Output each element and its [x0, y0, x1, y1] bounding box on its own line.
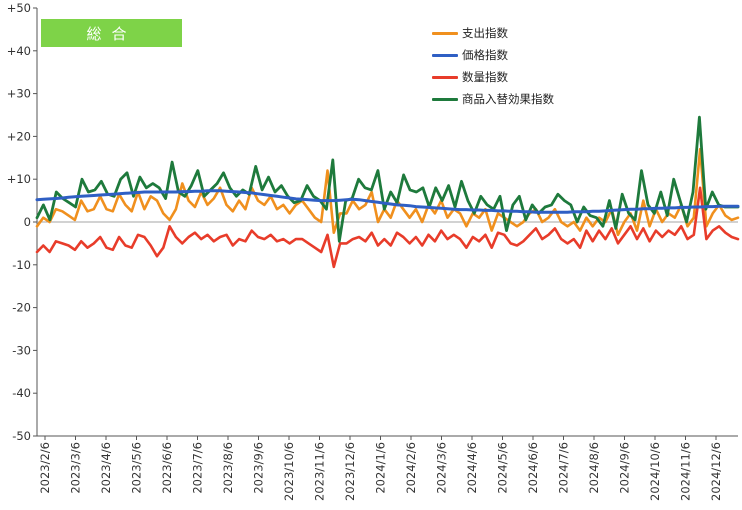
y-tick-label: 0: [24, 215, 31, 229]
series-layer: [35, 115, 740, 269]
y-tick-label: +30: [7, 87, 31, 101]
y-tick-label: +40: [7, 44, 31, 58]
legend-label: 商品入替効果指数: [462, 92, 554, 106]
legend-label: 支出指数: [462, 26, 508, 40]
x-tick-label: 2024/7/6: [557, 442, 571, 494]
y-tick-label: +10: [7, 172, 31, 186]
legend-label: 数量指数: [462, 70, 508, 84]
x-tick-label: 2023/4/6: [99, 442, 113, 494]
series-line-3: [35, 115, 740, 243]
x-tick-label: 2023/2/6: [38, 442, 52, 494]
legend-swatch: [432, 75, 458, 79]
x-tick-label: 2023/11/6: [313, 442, 327, 501]
y-tick-label: -10: [12, 258, 31, 272]
x-tick-label: 2024/3/6: [435, 442, 449, 494]
x-tick-label: 2024/8/6: [587, 442, 601, 494]
x-tick-label: 2024/5/6: [496, 442, 510, 494]
x-tick-label: 2025/1/6: [740, 442, 742, 494]
x-tick-label: 2024/4/6: [465, 442, 479, 494]
y-tick-label: +20: [7, 129, 31, 143]
x-tick-label: 2023/5/6: [130, 442, 144, 494]
series-line-0: [35, 147, 740, 237]
legend-swatch: [432, 53, 458, 57]
x-tick-label: 2023/12/6: [343, 442, 357, 501]
legend-label: 価格指数: [462, 48, 508, 62]
x-tick-label: 2024/11/6: [679, 442, 693, 501]
series-line-1: [35, 189, 740, 214]
series-line-2: [35, 186, 740, 269]
axes: +50 +40 +30 +20 +10 0 -10 -20 -30 -40 -50 2023/2/6 2…: [7, 1, 742, 501]
x-tick-label: 2023/7/6: [191, 442, 205, 494]
y-tick-label: +50: [7, 1, 31, 15]
legend-swatch: [432, 31, 458, 35]
x-tick-label: 2023/8/6: [221, 442, 235, 494]
category-badge: 総合: [41, 19, 182, 47]
x-tick-label: 2023/3/6: [69, 442, 83, 494]
x-tick-label: 2023/9/6: [252, 442, 266, 494]
x-tick-label: 2024/12/6: [709, 442, 723, 501]
y-tick-label: -20: [12, 301, 31, 315]
legend-swatch: [432, 97, 458, 101]
x-tick-label: 2024/9/6: [618, 442, 632, 494]
y-tick-label: -40: [12, 386, 31, 400]
x-tick-label: 2024/1/6: [374, 442, 388, 494]
legend-item: 商品入替効果指数: [432, 88, 554, 110]
legend: 支出指数価格指数数量指数商品入替効果指数: [432, 22, 554, 110]
legend-item: 数量指数: [432, 66, 554, 88]
legend-item: 価格指数: [432, 44, 554, 66]
x-tick-label: 2024/6/6: [526, 442, 540, 494]
y-tick-label: -30: [12, 343, 31, 357]
legend-item: 支出指数: [432, 22, 554, 44]
x-tick-label: 2023/6/6: [160, 442, 174, 494]
x-tick-label: 2024/10/6: [648, 442, 662, 501]
x-tick-label: 2023/10/6: [282, 442, 296, 501]
x-tick-label: 2024/2/6: [404, 442, 418, 494]
y-tick-label: -50: [12, 429, 31, 443]
